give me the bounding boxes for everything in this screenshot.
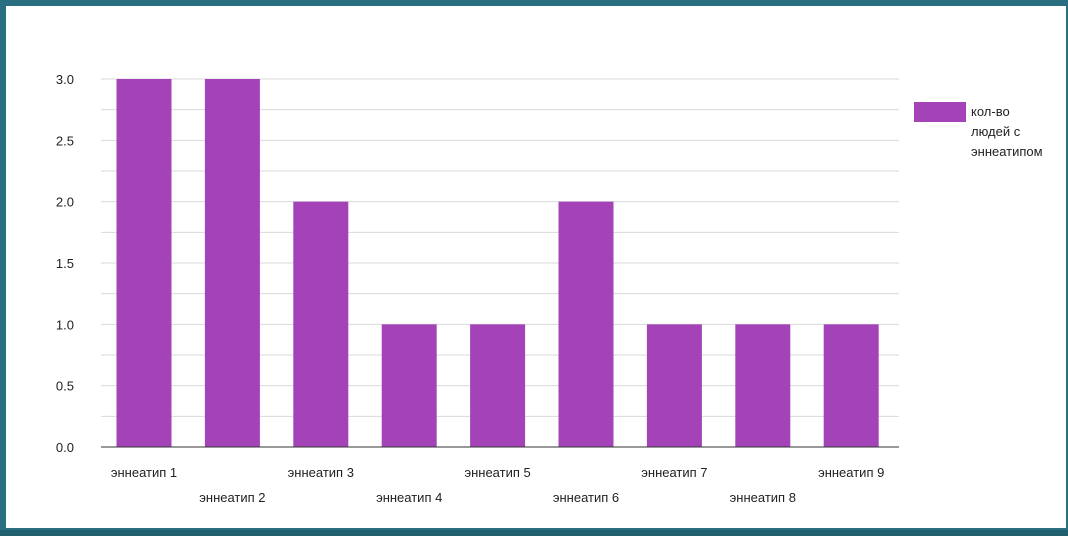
bar	[116, 79, 172, 447]
bar	[381, 324, 437, 447]
legend-line-2: людей с	[971, 124, 1021, 139]
bar	[823, 324, 879, 447]
bar	[470, 324, 526, 447]
y-tick-label: 1.5	[56, 256, 74, 271]
legend-swatch	[914, 102, 966, 122]
y-tick-label: 2.5	[56, 133, 74, 148]
y-tick-label: 2.0	[56, 195, 74, 210]
x-tick-label: эннеатип 9	[818, 465, 884, 480]
legend-line-3: эннеатипом	[971, 144, 1043, 159]
y-tick-label: 0.0	[56, 440, 74, 455]
bar-layer	[116, 79, 879, 447]
y-tick-label: 0.5	[56, 379, 74, 394]
bar	[558, 201, 614, 447]
bar	[204, 79, 260, 447]
axis-layer: 0.0 0.5 1.0 1.5 2.0 2.5 3.0 эннеатип 1 эннеатип …	[56, 72, 899, 505]
x-tick-label: эннеатип 6	[553, 490, 619, 505]
bar	[293, 201, 349, 447]
bar	[646, 324, 702, 447]
legend-line-1: кол-во	[971, 104, 1010, 119]
bar	[735, 324, 791, 447]
x-tick-label: эннеатип 7	[641, 465, 707, 480]
x-tick-label: эннеатип 4	[376, 490, 442, 505]
bar-chart: 0.0 0.5 1.0 1.5 2.0 2.5 3.0 эннеатип 1 эннеатип …	[56, 72, 1043, 505]
x-tick-label: эннеатип 8	[730, 490, 796, 505]
x-tick-label: эннеатип 3	[288, 465, 354, 480]
x-tick-label: эннеатип 5	[464, 465, 530, 480]
legend: кол-во людей с эннеатипом	[914, 102, 1043, 159]
x-tick-label: эннеатип 1	[111, 465, 177, 480]
x-tick-label: эннеатип 2	[199, 490, 265, 505]
y-tick-label: 3.0	[56, 72, 74, 87]
y-tick-label: 1.0	[56, 317, 74, 332]
